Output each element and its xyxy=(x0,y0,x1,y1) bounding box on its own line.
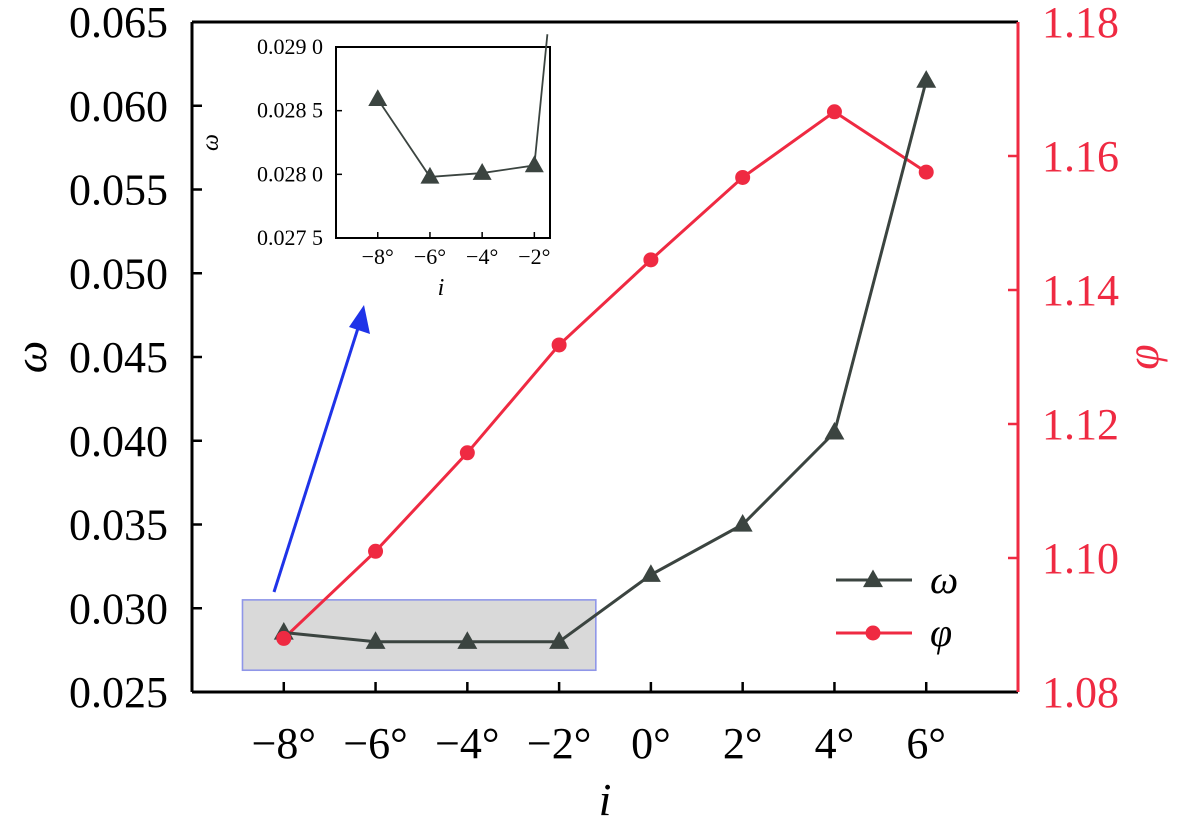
phi-point xyxy=(918,164,934,180)
phi-point xyxy=(368,543,384,559)
x-tick-label: 0° xyxy=(631,719,671,768)
legend-label-phi: φ xyxy=(930,610,952,655)
x-axis-label: i xyxy=(599,774,612,825)
left-y-tick-label: 0.030 xyxy=(69,584,168,633)
main-chart: −8° −6° −4° −2° 0° 2° 4° 6° 0.025 0.030 0.035 0.04… xyxy=(5,0,1168,825)
inset-x-axis-ticks: −8° −6° −4° −2° xyxy=(362,232,550,269)
omega-point xyxy=(365,631,386,649)
zoom-arrow xyxy=(272,305,370,593)
phi-point xyxy=(276,630,292,646)
inset-omega-point xyxy=(524,155,544,173)
inset-y-axis-ticks: 0.027 5 0.028 0 0.028 5 0.029 0 xyxy=(257,34,342,250)
inset-series-layer xyxy=(368,34,549,184)
x-tick-label: −4° xyxy=(435,719,499,768)
omega-point xyxy=(457,631,478,649)
inset-x-axis-label: i xyxy=(438,275,445,301)
x-tick-label: 4° xyxy=(815,719,855,768)
inset-frame xyxy=(335,46,551,239)
phi-point xyxy=(735,169,751,185)
left-y-tick-label: 0.040 xyxy=(69,417,168,466)
omega-point xyxy=(640,564,661,582)
inset-y-tick-label: 0.028 5 xyxy=(257,98,323,123)
inset-x-tick-label: −6° xyxy=(414,244,446,269)
x-tick-label: −8° xyxy=(252,719,316,768)
omega-point xyxy=(916,70,937,88)
left-y-axis-ticks: 0.025 0.030 0.035 0.040 0.045 0.050 0.055 0.060… xyxy=(69,0,202,717)
legend-label-omega: ω xyxy=(930,557,958,602)
inset-y-tick-label: 0.029 0 xyxy=(257,34,323,59)
left-y-tick-label: 0.035 xyxy=(69,501,168,550)
legend-marker-omega xyxy=(863,569,883,588)
omega-point xyxy=(549,631,570,649)
right-y-tick-label: 1.14 xyxy=(1042,266,1119,315)
x-tick-label: 6° xyxy=(906,719,946,768)
left-y-tick-label: 0.065 xyxy=(69,0,168,47)
left-y-tick-label: 0.045 xyxy=(69,333,168,382)
phi-point xyxy=(826,104,842,120)
left-y-tick-label: 0.025 xyxy=(69,668,168,717)
inset-x-tick-label: −2° xyxy=(518,244,550,269)
phi-point xyxy=(643,252,659,268)
x-axis-ticks: −8° −6° −4° −2° 0° 2° 4° 6° xyxy=(252,682,946,768)
left-y-tick-label: 0.050 xyxy=(69,249,168,298)
inset-x-tick-label: −8° xyxy=(362,244,394,269)
x-tick-label: −2° xyxy=(527,719,591,768)
right-y-tick-label: 1.18 xyxy=(1042,0,1119,47)
right-y-tick-label: 1.08 xyxy=(1042,668,1119,717)
inset-y-axis-label: ω xyxy=(198,134,224,151)
phi-point xyxy=(551,337,567,353)
omega-series-line xyxy=(283,80,928,644)
arrow-shaft xyxy=(272,324,361,593)
arrow-head xyxy=(349,305,370,334)
series-layer xyxy=(273,70,937,649)
omega-point xyxy=(732,514,753,532)
right-y-axis-ticks: 1.08 1.10 1.12 1.14 1.16 1.18 xyxy=(1008,0,1119,717)
left-y-tick-label: 0.060 xyxy=(69,82,168,131)
inset-omega-point xyxy=(420,166,440,184)
inset-y-tick-label: 0.028 0 xyxy=(257,161,323,186)
phi-point xyxy=(459,445,475,461)
inset-omega-point xyxy=(368,89,388,107)
x-tick-label: 2° xyxy=(723,719,763,768)
legend: ω φ xyxy=(836,557,958,655)
right-y-tick-label: 1.12 xyxy=(1042,400,1119,449)
right-y-tick-label: 1.10 xyxy=(1042,534,1119,583)
right-y-tick-label: 1.16 xyxy=(1042,132,1119,181)
omega-point xyxy=(824,421,845,440)
left-y-axis-label: ω xyxy=(5,341,56,373)
phi-series-line xyxy=(282,109,928,640)
right-y-axis-label: φ xyxy=(1117,344,1168,369)
left-y-tick-label: 0.055 xyxy=(69,166,168,215)
inset-y-tick-label: 0.027 5 xyxy=(257,225,323,250)
inset-omega-point xyxy=(472,163,492,180)
legend-marker-phi xyxy=(865,625,881,641)
inset-chart: −8° −6° −4° −2° 0.027 5 0.028 0 0.028 5 0.029 … xyxy=(198,34,551,301)
x-tick-label: −6° xyxy=(343,719,407,768)
inset-x-tick-label: −4° xyxy=(466,244,498,269)
inset-omega-line xyxy=(377,34,549,178)
